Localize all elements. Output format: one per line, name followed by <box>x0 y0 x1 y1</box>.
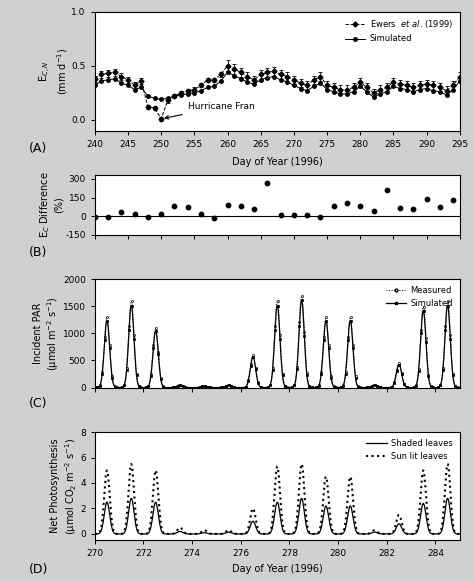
Y-axis label: Incident PAR
(μmol m$^{-2}$ s$^{-1}$): Incident PAR (μmol m$^{-2}$ s$^{-1}$) <box>33 296 62 371</box>
Y-axis label: E$_C$ Difference
(%): E$_C$ Difference (%) <box>38 172 64 238</box>
Point <box>330 201 337 210</box>
Point <box>370 206 377 215</box>
Point <box>197 210 205 219</box>
Point <box>264 178 271 187</box>
Point <box>343 198 351 207</box>
Text: (A): (A) <box>29 142 47 155</box>
X-axis label: Day of Year (1996): Day of Year (1996) <box>232 564 323 574</box>
Point <box>250 205 258 214</box>
Point <box>104 212 112 221</box>
Point <box>277 210 284 220</box>
Legend: Ewers  $et\ al$. (1999), Simulated: Ewers $et\ al$. (1999), Simulated <box>342 16 456 46</box>
Legend: Shaded leaves, Sun lit leaves: Shaded leaves, Sun lit leaves <box>364 436 456 464</box>
Point <box>449 195 457 205</box>
Point <box>224 200 231 210</box>
Point <box>410 205 417 214</box>
Point <box>157 209 165 218</box>
Legend: Measured, Simulated: Measured, Simulated <box>383 284 456 311</box>
Text: (C): (C) <box>29 397 47 410</box>
Point <box>436 202 444 211</box>
Point <box>171 202 178 211</box>
Point <box>317 213 324 222</box>
Text: Hurricane Fran: Hurricane Fran <box>165 102 255 119</box>
Point <box>210 213 218 223</box>
Point <box>131 209 138 218</box>
Y-axis label: E$_{C,N}$
(mm d$^{-1}$): E$_{C,N}$ (mm d$^{-1}$) <box>38 48 70 95</box>
Point <box>383 185 391 195</box>
X-axis label: Day of Year (1996): Day of Year (1996) <box>232 157 323 167</box>
Point <box>396 203 404 213</box>
Point <box>356 201 364 210</box>
Point <box>290 210 298 220</box>
Point <box>423 195 430 204</box>
Y-axis label: Net Photosynthesis
(μmol CO$_2$ m$^{-2}$ s$^{-1}$): Net Photosynthesis (μmol CO$_2$ m$^{-2}$… <box>50 437 79 535</box>
Point <box>91 212 99 221</box>
Text: (D): (D) <box>29 563 48 576</box>
Point <box>144 212 152 221</box>
Text: (B): (B) <box>29 246 47 259</box>
Point <box>184 203 191 212</box>
Point <box>237 202 245 211</box>
Point <box>118 208 125 217</box>
Point <box>303 210 311 220</box>
